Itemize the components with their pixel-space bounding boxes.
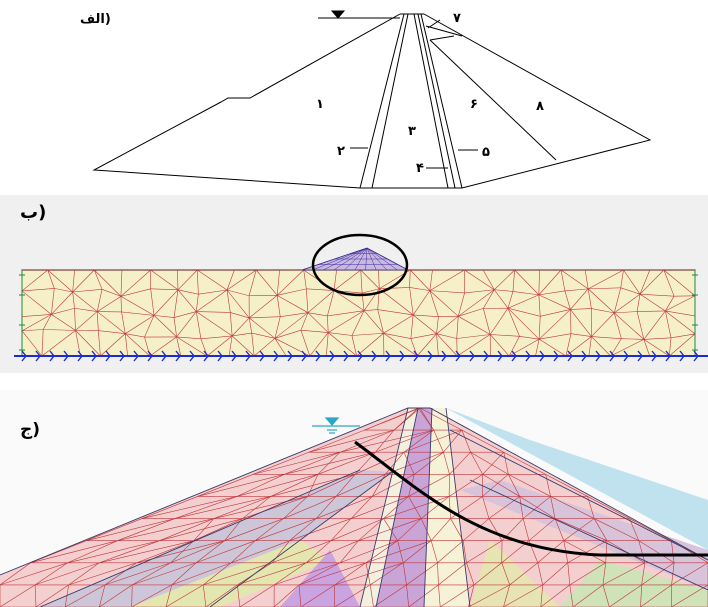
highlight-circle-icon <box>311 233 409 297</box>
zone-label-6: ۶ <box>470 97 478 112</box>
phreatic-line <box>354 440 708 557</box>
zone-label-8: ۸ <box>536 99 544 114</box>
zone-boundaries <box>0 407 708 607</box>
zone-label-3: ۳ <box>408 124 416 139</box>
zone-label-7: ۷ <box>453 11 461 26</box>
upstream-slope <box>92 13 401 189</box>
foundation-domain <box>21 269 696 357</box>
downstream-slope <box>423 13 652 189</box>
fe-model-panel: (ب <box>0 195 708 373</box>
water-level-icon <box>330 10 346 19</box>
zoomed-dam-panel: (ج <box>0 390 708 607</box>
water-level-icon <box>312 417 360 434</box>
dam-element-mesh <box>0 407 708 607</box>
panel-label-c: (ج <box>20 420 41 440</box>
side-fixities <box>19 270 698 356</box>
dam-section-drawing: ۱ ۲ ۳ ۴ ۵ ۶ ۷ ۸ <box>92 10 652 189</box>
zoomed-dam-mesh <box>0 407 708 607</box>
panel-label-a: (الف <box>80 12 111 27</box>
dam-zoning-panel: (الف <box>0 0 708 195</box>
zone-label-4: ۴ <box>416 161 424 176</box>
panel-label-b: (ب <box>20 202 47 223</box>
zone-label-5: ۵ <box>482 145 490 160</box>
fe-mesh-drawing <box>14 233 708 362</box>
zone-label-2: ۲ <box>337 144 345 159</box>
zone-label-1: ۱ <box>316 97 324 112</box>
fixity-arrow-icon <box>21 350 699 362</box>
